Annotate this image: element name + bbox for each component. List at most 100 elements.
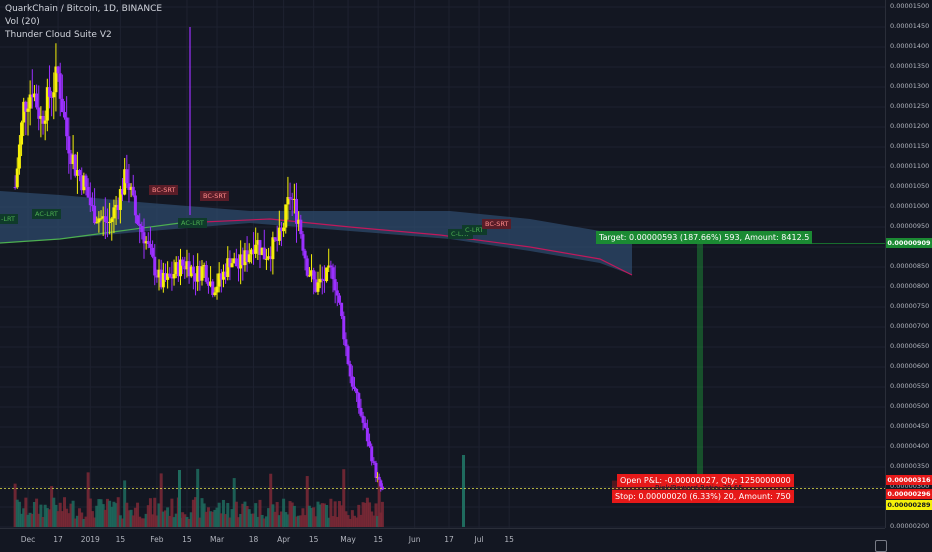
volume-bar	[67, 513, 71, 527]
volume-bar	[211, 511, 215, 527]
time-tick-label: 17	[53, 535, 63, 544]
volume-bar	[376, 516, 380, 527]
candle-body	[267, 256, 271, 259]
volume-bar	[52, 497, 56, 527]
volume-bar	[73, 518, 77, 527]
volume-bar	[108, 500, 112, 527]
volume-bar	[80, 512, 84, 527]
candle-body	[155, 275, 159, 278]
volume-bar	[368, 502, 372, 527]
candle-body	[118, 189, 122, 210]
candle-body	[269, 256, 273, 260]
candle-body	[52, 92, 56, 98]
cloud-band	[0, 191, 632, 275]
candle-body	[200, 266, 204, 281]
candle-body	[146, 241, 150, 245]
volume-bar	[247, 509, 251, 527]
candle-body	[239, 254, 243, 269]
volume-bar	[97, 499, 101, 527]
candle-body	[209, 281, 213, 286]
volume-bar	[379, 512, 383, 527]
price-chart[interactable]	[0, 0, 885, 528]
candle-body	[241, 254, 245, 266]
risk-reward-label[interactable]: Risk/Reward Ratio: 29.65	[655, 484, 743, 492]
candle-body	[224, 271, 228, 277]
time-tick-label: Feb	[150, 535, 164, 544]
signal-ac-lrt-4: C-LRT	[462, 225, 487, 235]
price-axis[interactable]: 0.00001500 0.00001450 0.00001400 0.00001350…	[885, 0, 932, 530]
candle-body	[159, 269, 163, 288]
price-tick-label: 0.00001150	[890, 142, 930, 150]
time-tick-label: Jun	[408, 535, 421, 544]
candle-body	[151, 247, 155, 257]
candle-body	[275, 239, 279, 241]
target-label[interactable]: Target: 0.00000593 (187.66%) 593, Amount…	[596, 231, 813, 244]
volume-bar	[219, 513, 223, 527]
candle-body	[17, 144, 21, 169]
candle-body	[282, 227, 286, 232]
stop-label[interactable]: Stop: 0.00000020 (6.33%) 20, Amount: 750	[612, 490, 794, 503]
candle-body	[215, 286, 219, 293]
volume-bar	[140, 518, 144, 527]
volume-bar	[252, 513, 256, 527]
volume-bar	[151, 514, 155, 527]
volume-bar	[325, 504, 329, 527]
volume-bar	[43, 504, 47, 527]
candle-body	[88, 197, 92, 206]
volume-bar	[292, 505, 296, 527]
candle-body	[307, 275, 311, 277]
candle-body	[71, 154, 75, 165]
volume-bar	[279, 511, 283, 527]
candle-body	[303, 250, 307, 259]
candle-body	[305, 258, 309, 276]
price-tick-label: 0.00001350	[890, 62, 930, 70]
volume-bar	[213, 509, 217, 527]
candle-body	[93, 205, 97, 223]
candle-body	[273, 237, 277, 240]
open-pnl-label[interactable]: Open P&L: -0.00000027, Qty: 1250000000	[617, 474, 794, 487]
candle-body	[226, 258, 230, 277]
volume-bar	[198, 517, 202, 527]
candle-body	[348, 364, 352, 377]
symbol-title[interactable]: QuarkChain / Bitcoin, 1D, BINANCE	[5, 4, 163, 14]
volume-bar	[267, 508, 271, 527]
settings-gear-icon[interactable]	[875, 540, 887, 552]
volume-bar	[138, 516, 142, 527]
volume-bar	[342, 469, 346, 527]
volume-bar	[161, 511, 165, 527]
volume-bar	[45, 508, 49, 527]
volume-bar	[58, 502, 62, 527]
price-tick-label: 0.00000200	[890, 522, 930, 530]
candle-body	[346, 346, 350, 365]
time-tick-label: 15	[308, 535, 319, 544]
candle-body	[54, 66, 58, 93]
candle-body	[340, 302, 344, 317]
volume-bar	[372, 515, 376, 527]
candle-body	[181, 259, 185, 266]
chart-plot-area[interactable]: QuarkChain / Bitcoin, 1D, BINANCE Vol (2…	[0, 0, 885, 528]
candle-body	[153, 256, 157, 276]
candle-body	[138, 223, 142, 227]
volume-bar	[377, 479, 381, 527]
volume-bar	[163, 510, 167, 527]
volume-bar	[224, 514, 228, 527]
candle-body	[368, 441, 372, 447]
volume-bar	[331, 516, 335, 527]
volume-bar	[318, 504, 322, 527]
suite-indicator-label[interactable]: Thunder Cloud Suite V2	[5, 30, 112, 40]
candle-body	[65, 117, 69, 137]
price-tick-label: 0.00001300	[890, 82, 930, 90]
candle-body	[41, 115, 45, 124]
volume-indicator-label[interactable]: Vol (20)	[5, 17, 40, 27]
volume-bar	[277, 515, 281, 527]
candle-body	[67, 136, 71, 154]
candle-body	[217, 273, 221, 287]
time-axis[interactable]: Dec 17 2019 15 Feb 15 Mar 18 Apr 15 May 15 Jun 17 Jul 1…	[0, 528, 885, 551]
candle-body	[297, 219, 301, 224]
candle-body	[325, 267, 329, 282]
candle-body	[189, 266, 193, 277]
volume-bar	[200, 498, 204, 527]
candle-body	[206, 281, 210, 286]
volume-bar	[148, 498, 152, 527]
volume-bar	[105, 498, 109, 527]
